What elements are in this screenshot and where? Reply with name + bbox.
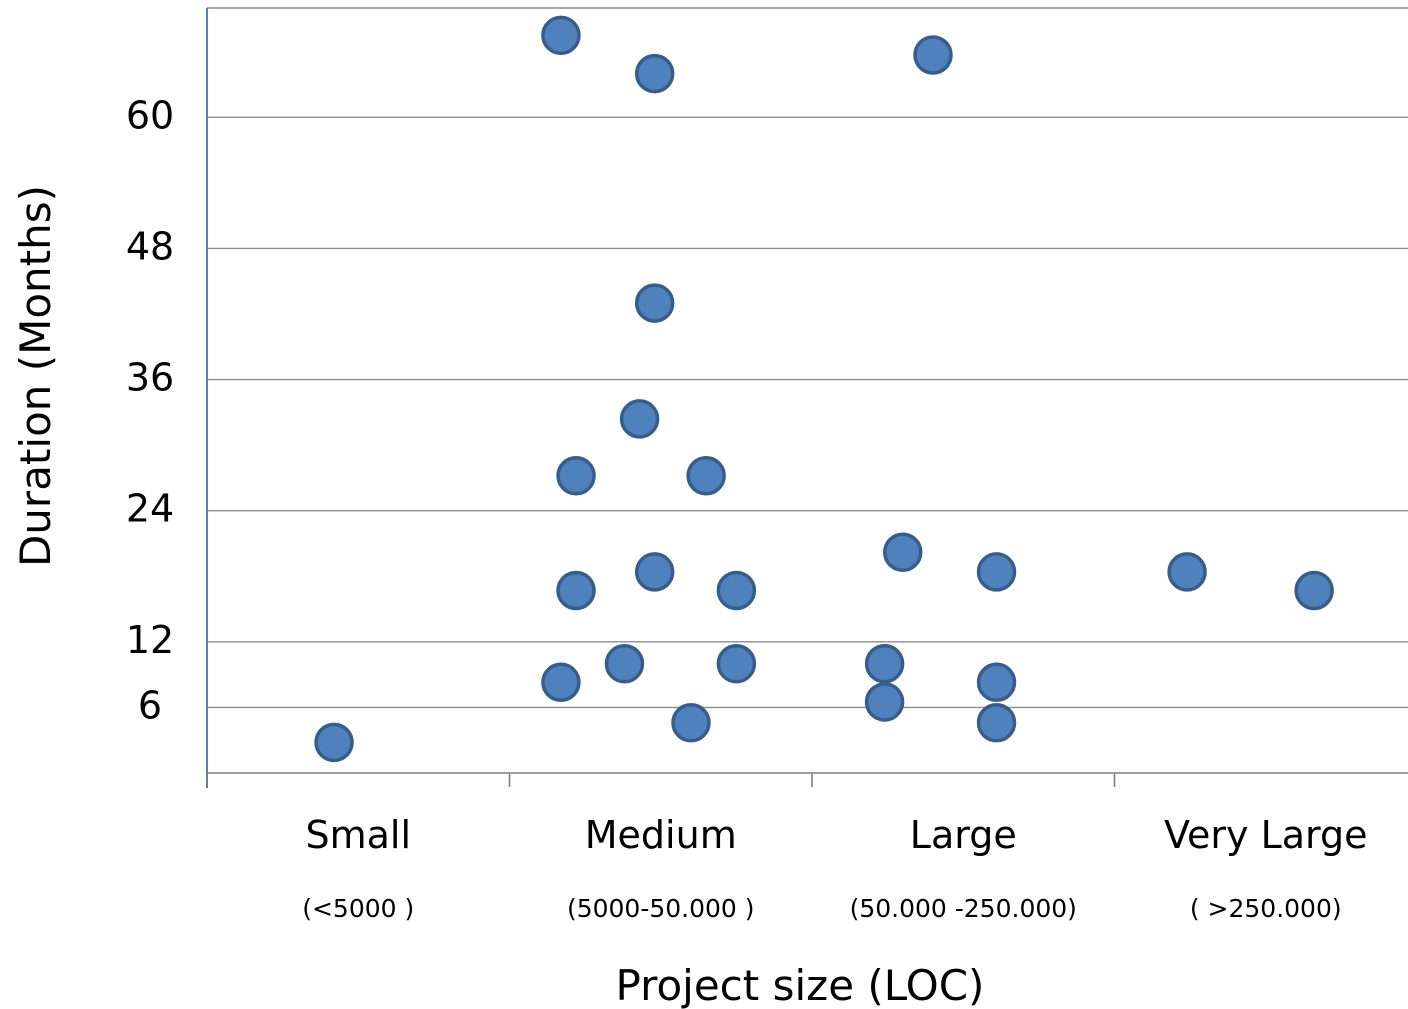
x-category-range: ( >250.000) bbox=[1190, 894, 1342, 923]
x-category-label: Small bbox=[305, 813, 411, 857]
gridlines bbox=[207, 7, 1408, 709]
data-point bbox=[634, 552, 675, 592]
y-tick-label: 36 bbox=[126, 356, 174, 400]
y-tick-label: 6 bbox=[138, 683, 162, 727]
data-point bbox=[556, 455, 596, 496]
data-point bbox=[541, 15, 581, 56]
x-category-label: Large bbox=[910, 813, 1017, 857]
data-point bbox=[634, 283, 675, 323]
data-point bbox=[619, 399, 660, 439]
y-tick-label: 24 bbox=[126, 487, 174, 531]
data-points bbox=[314, 15, 1334, 763]
x-category-range: (5000-50.000 ) bbox=[567, 894, 755, 923]
data-point bbox=[716, 570, 757, 611]
data-point bbox=[716, 643, 757, 684]
data-point bbox=[671, 702, 711, 743]
data-point bbox=[634, 53, 675, 94]
y-tick-labels: 6 12 24 36 48 60 bbox=[126, 93, 174, 727]
x-category-label: Very Large bbox=[1164, 813, 1368, 857]
data-point bbox=[976, 552, 1017, 592]
data-point bbox=[864, 643, 905, 684]
data-point bbox=[1294, 570, 1334, 611]
data-point bbox=[1167, 552, 1207, 592]
data-point bbox=[976, 702, 1017, 743]
x-category-range: (50.000 -250.000) bbox=[850, 894, 1077, 923]
x-category-range: (<5000 ) bbox=[302, 894, 414, 923]
data-point bbox=[686, 455, 726, 496]
data-point bbox=[883, 532, 923, 572]
x-category-label: Medium bbox=[585, 813, 737, 857]
axes bbox=[206, 8, 1408, 788]
x-axis-title: Project size (LOC) bbox=[616, 961, 985, 1009]
y-tick-label: 12 bbox=[126, 618, 174, 662]
y-tick-label: 48 bbox=[126, 224, 174, 268]
y-tick-label: 60 bbox=[126, 93, 174, 137]
data-point bbox=[541, 662, 581, 703]
data-point bbox=[976, 662, 1017, 703]
y-axis-title: Duration (Months) bbox=[11, 185, 60, 567]
data-point bbox=[604, 643, 645, 684]
x-tick-labels: Small (<5000 ) Medium (5000-50.000 ) Large (5… bbox=[206, 773, 1368, 923]
data-point bbox=[913, 35, 953, 75]
data-point bbox=[314, 722, 354, 763]
data-point bbox=[556, 570, 596, 611]
data-point bbox=[864, 682, 905, 722]
